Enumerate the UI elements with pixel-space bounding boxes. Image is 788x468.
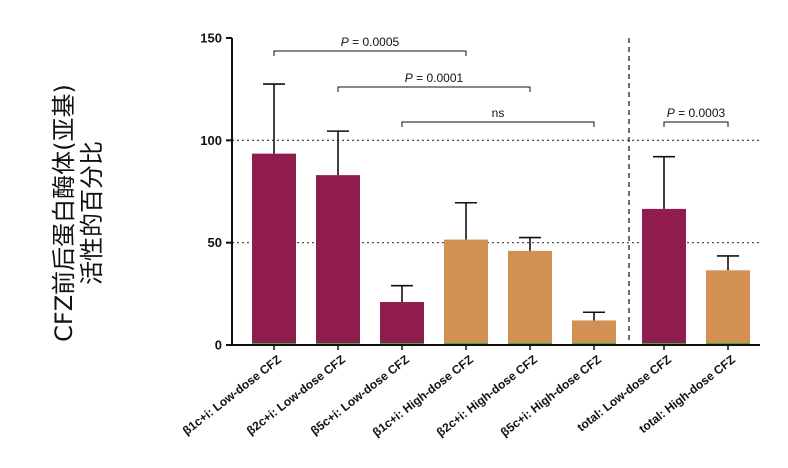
comparison-bracket [401,121,595,127]
bar [252,153,296,345]
y-tick-label: 100 [200,133,222,148]
y-ticks: 0 50 100 150 [200,31,232,353]
comparison-bracket [337,86,531,92]
bar [706,270,750,345]
y-tick-label: 150 [200,31,222,46]
bar [444,239,488,345]
bars [252,153,750,345]
y-tick-label: 50 [208,235,222,250]
bar [572,320,616,345]
y-tick-label: 0 [215,338,222,353]
comparison-bracket [663,121,729,127]
bar [380,302,424,345]
bar [316,175,360,345]
bar [642,208,686,345]
error-bars [263,83,739,321]
axes [231,38,760,350]
comparison-label: P = 0.0001 [405,71,464,85]
y-axis-label-line: 活性的百分比 [78,141,106,285]
y-axis-label-line: CFZ前后蛋白酶体(亚基) [50,84,78,342]
comparison-brackets: P = 0.0005 P = 0.0001 ns P = 0.0003 [273,35,729,127]
y-axis-label: CFZ前后蛋白酶体(亚基) 活性的百分比 [50,84,106,342]
comparison-bracket [273,50,467,56]
comparison-label: ns [492,106,505,120]
bar [508,250,552,345]
comparison-label: P = 0.0005 [341,35,400,49]
comparison-label: P = 0.0003 [667,106,726,120]
